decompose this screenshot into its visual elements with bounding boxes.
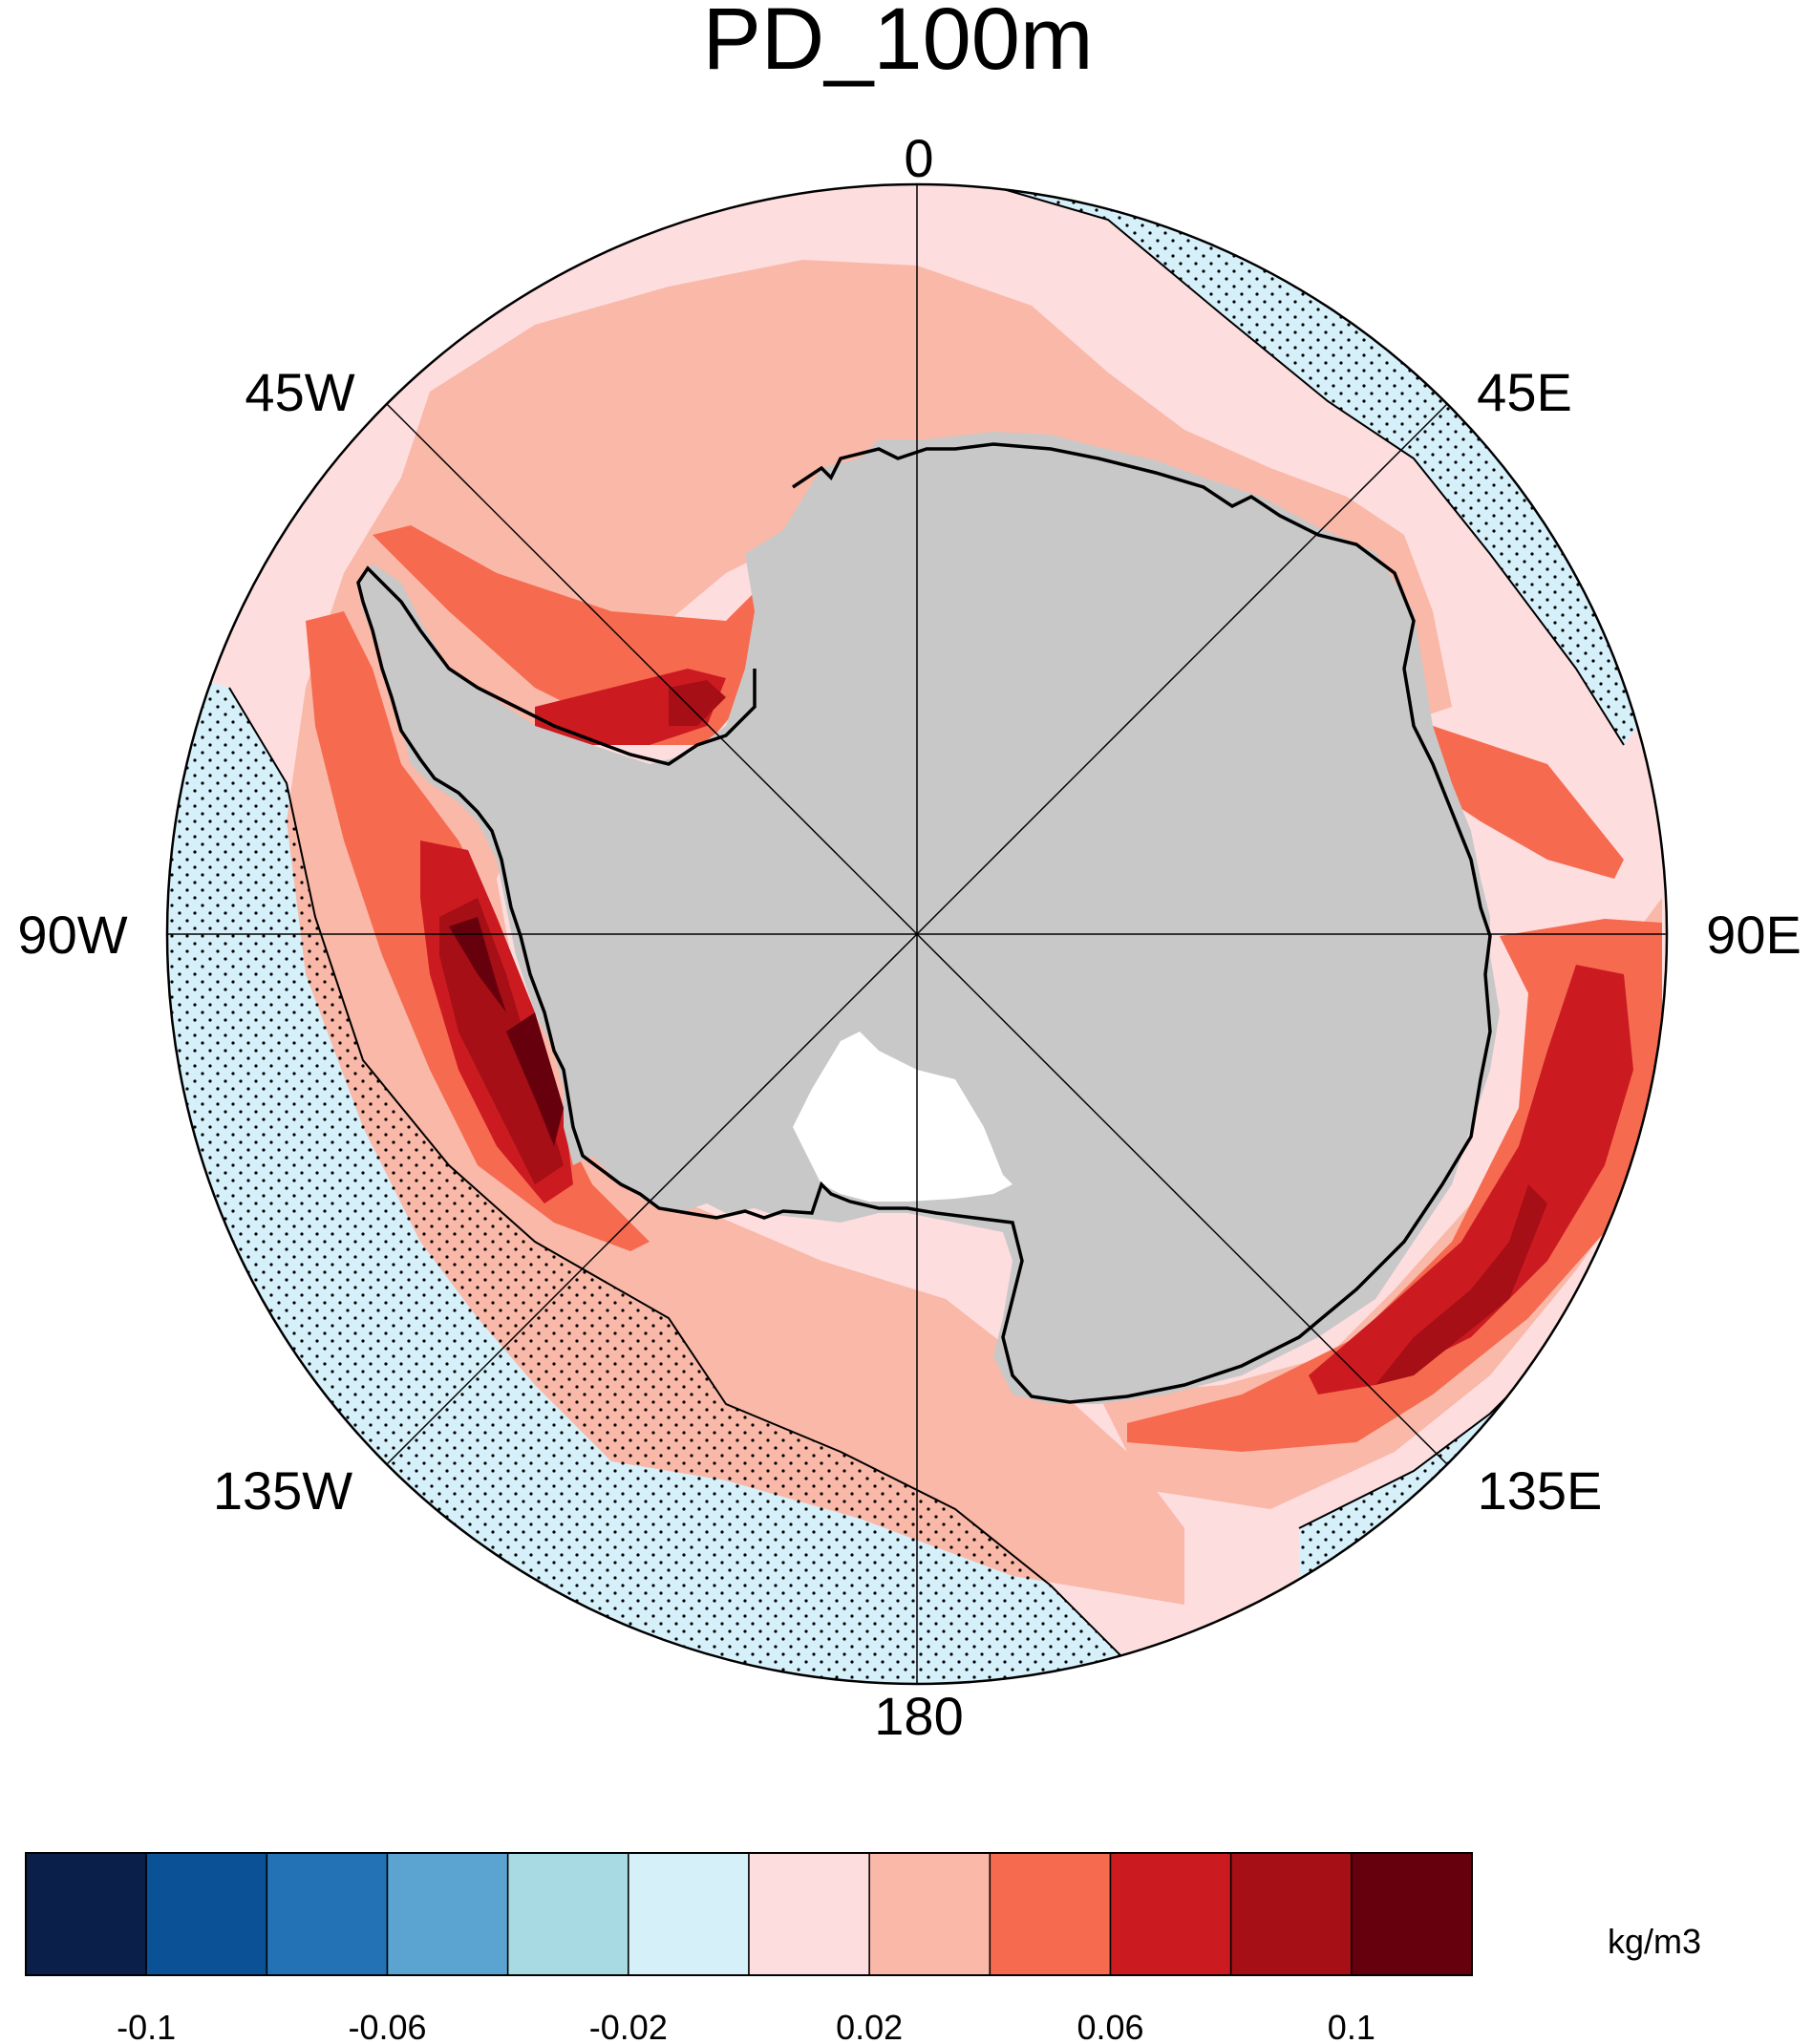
meridian-45w [386, 403, 918, 935]
longitude-label-180: 180 [874, 1686, 963, 1746]
map-boundary [165, 182, 1669, 1686]
colorbar-swatch [1109, 1852, 1232, 1976]
strongest-positive-anomaly-region-2 [439, 898, 564, 1184]
colorbar-swatch [266, 1852, 389, 1976]
anomaly-contour-east [992, 185, 1625, 746]
anomaly-contour-west [228, 687, 1147, 1682]
longitude-label-0: 0 [904, 128, 933, 188]
longitude-label-90w: 90W [17, 905, 127, 965]
colorbar-tick-labels: -0.1 -0.06 -0.02 0.02 0.06 0.1 [117, 2008, 1375, 2044]
extreme-positive-anomaly-region [449, 917, 564, 1146]
colorbar-frame [25, 1852, 1473, 1976]
meridian-lines [167, 184, 1667, 1684]
land-mask [358, 432, 1500, 1404]
ice-shelf-region [793, 1032, 1013, 1202]
longitude-label-135w: 135W [213, 1460, 352, 1521]
meridian-135w [386, 933, 918, 1465]
colorbar-swatch [386, 1852, 509, 1976]
colorbar-tick-label: 0.1 [1328, 2008, 1375, 2044]
colorbar-swatch [1229, 1852, 1353, 1976]
map-title: PD_100m [702, 0, 1093, 88]
meridian-135e [916, 933, 1448, 1465]
longitude-label-90e: 90E [1706, 905, 1801, 965]
strongest-positive-anomaly-region-1 [669, 680, 726, 726]
colorbar-swatch [989, 1852, 1112, 1976]
colorbar-tick-label: -0.06 [348, 2008, 426, 2044]
colorbar-unit-label: kg/m3 [1608, 1922, 1701, 1961]
longitude-label-135e: 135E [1478, 1460, 1603, 1521]
colorbar-swatch [748, 1852, 870, 1976]
longitude-label-45e: 45E [1477, 362, 1572, 422]
colorbar-swatch [145, 1852, 268, 1976]
longitude-label-45w: 45W [245, 362, 354, 422]
colorbar-swatch [868, 1852, 991, 1976]
colorbar-swatch [1351, 1852, 1473, 1976]
strong-positive-anomaly-region-3 [1309, 965, 1633, 1395]
meridian-45e [916, 403, 1448, 935]
medium-positive-anomaly-region-3 [1423, 726, 1624, 879]
colorbar-swatch [628, 1852, 750, 1976]
colorbar [25, 1852, 1473, 1976]
colorbar-tick-label: -0.02 [589, 2008, 668, 2044]
colorbar-tick-label: -0.1 [117, 2008, 176, 2044]
coastline [356, 442, 1492, 1404]
colorbar-swatch [506, 1852, 629, 1976]
medium-positive-anomaly-region-4 [1127, 919, 1662, 1452]
colorbar-swatch [25, 1852, 147, 1976]
colorbar-tick-label: 0.02 [836, 2008, 903, 2044]
strongest-positive-anomaly-region-3 [1375, 1184, 1547, 1385]
colorbar-tick-label: 0.06 [1077, 2008, 1143, 2044]
